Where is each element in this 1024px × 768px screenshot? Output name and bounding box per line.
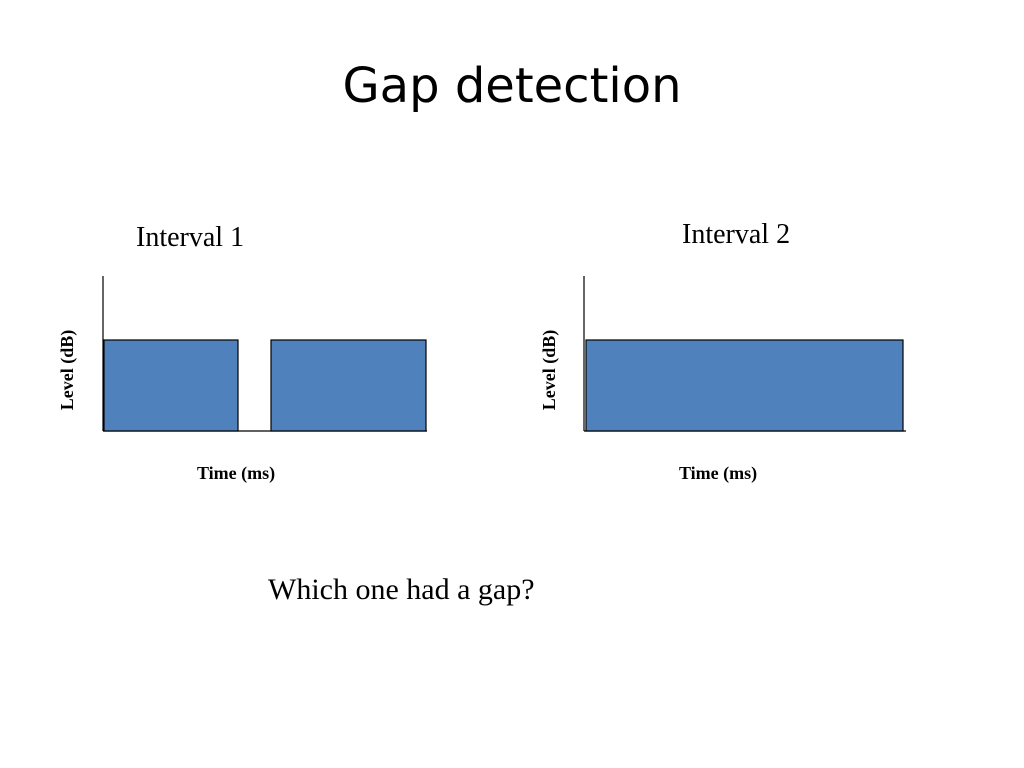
interval-1-noise-burst-1 xyxy=(103,339,239,432)
slide-title: Gap detection xyxy=(342,58,682,114)
question-text: Which one had a gap? xyxy=(268,573,535,606)
interval-2-x-axis-label: Time (ms) xyxy=(679,463,758,483)
interval-1-y-axis-label: Level (dB) xyxy=(57,329,77,411)
interval-1-x-axis-label: Time (ms) xyxy=(197,463,276,483)
interval-1-label: Interval 1 xyxy=(136,222,245,253)
interval-2-plot xyxy=(583,276,906,432)
interval-2-noise-burst xyxy=(585,339,904,432)
interval-2-y-axis-label: Level (dB) xyxy=(539,329,559,411)
interval-2-label: Interval 2 xyxy=(682,219,791,250)
interval-1-noise-burst-2 xyxy=(270,339,427,432)
interval-1-plot xyxy=(102,276,427,432)
